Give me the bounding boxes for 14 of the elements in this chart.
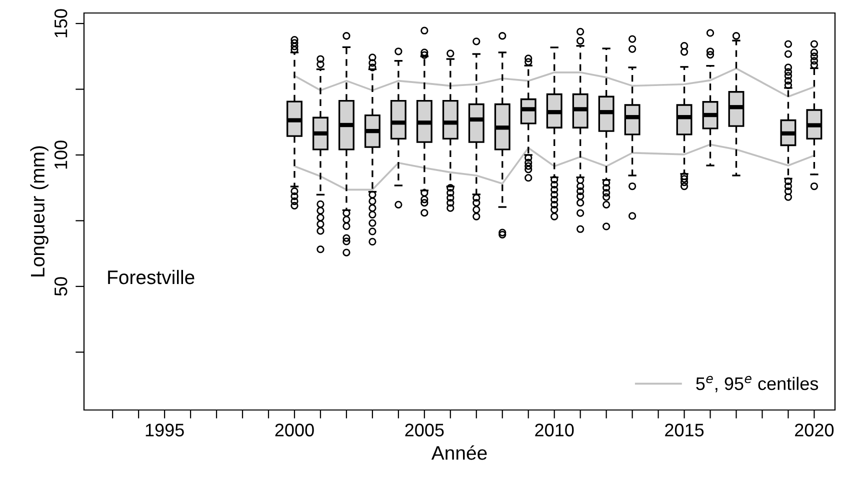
y-tick-label: 150 xyxy=(54,9,68,38)
x-tick-label: 2000 xyxy=(275,424,314,436)
y-tick-label: 100 xyxy=(54,140,68,169)
x-tick-label: 2020 xyxy=(795,424,834,436)
x-tick-label: 2010 xyxy=(535,424,574,436)
y-axis-title: Longueur (mm) xyxy=(30,146,48,276)
line-series xyxy=(294,68,816,98)
x-tick-label: 1995 xyxy=(146,424,184,436)
x-tick-label: 2015 xyxy=(665,424,704,436)
x-axis-title: Année xyxy=(431,445,487,460)
x-tick-label: 2005 xyxy=(405,424,444,436)
annotation: Forestville xyxy=(108,270,194,284)
legend-label: 5$^{e}$, 95$^{e}$ centiles xyxy=(696,376,818,392)
y-tick-label: 50 xyxy=(54,277,68,296)
